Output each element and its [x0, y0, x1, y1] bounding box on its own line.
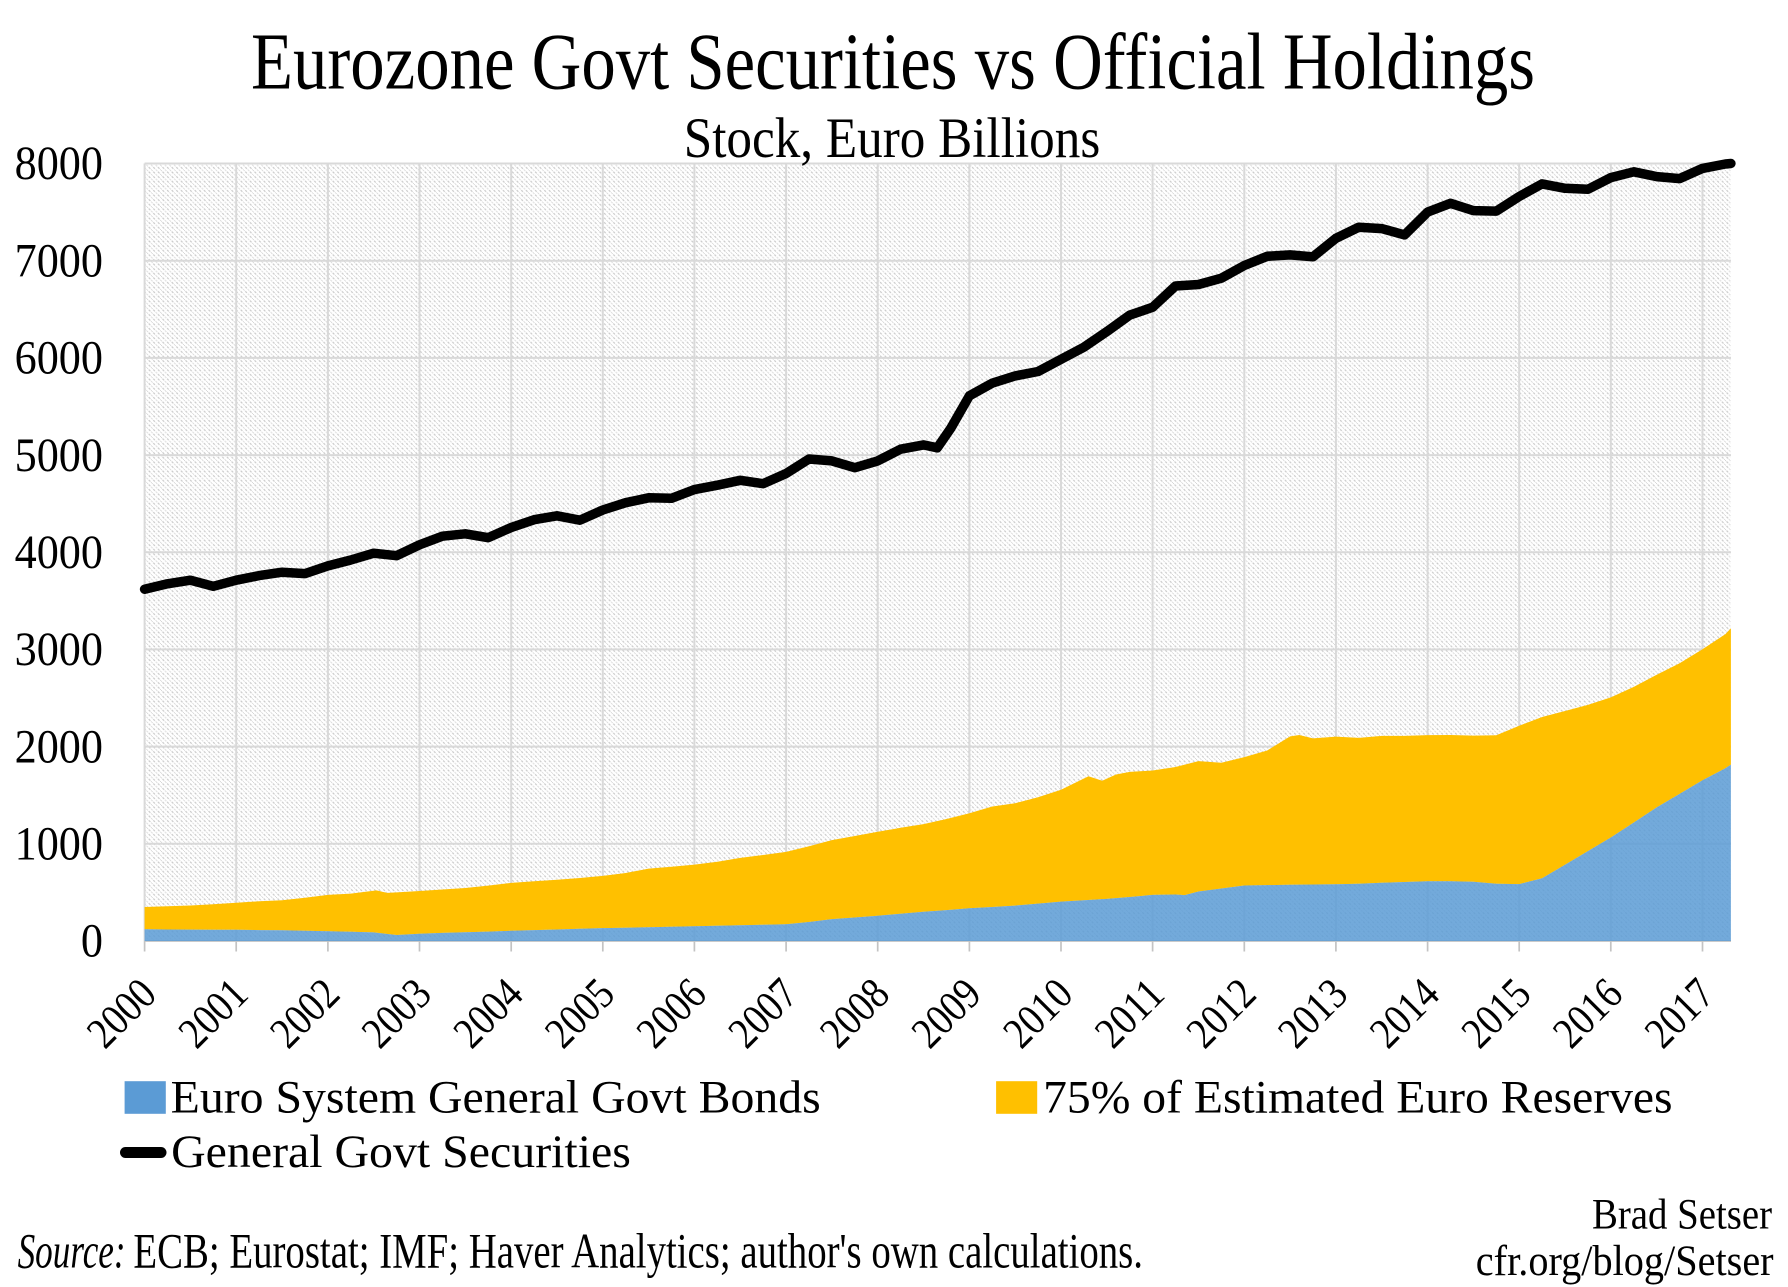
svg-text:Stock, Euro Billions: Stock, Euro Billions [684, 107, 1101, 170]
svg-text:Source:: Source: [18, 1223, 126, 1279]
svg-text:2000: 2000 [15, 720, 103, 773]
svg-text:4000: 4000 [15, 526, 103, 579]
svg-text:8000: 8000 [15, 137, 103, 190]
svg-text:7000: 7000 [15, 234, 103, 287]
svg-text:General Govt Securities: General Govt Securities [171, 1126, 631, 1178]
svg-text:Eurozone Govt Securities vs Of: Eurozone Govt Securities vs Official Hol… [251, 18, 1535, 106]
svg-text:75% of Estimated Euro Reserves: 75% of Estimated Euro Reserves [1043, 1072, 1672, 1124]
svg-text:Brad Setser: Brad Setser [1592, 1191, 1772, 1238]
svg-text:ECB; Eurostat; IMF; Haver Anal: ECB; Eurostat; IMF; Haver Analytics; aut… [133, 1223, 1143, 1279]
svg-text:Euro System General Govt Bonds: Euro System General Govt Bonds [171, 1072, 821, 1124]
svg-text:0: 0 [81, 915, 103, 968]
svg-text:3000: 3000 [15, 623, 103, 676]
svg-text:1000: 1000 [15, 818, 103, 871]
svg-text:cfr.org/blog/Setser: cfr.org/blog/Setser [1476, 1238, 1774, 1285]
svg-text:5000: 5000 [15, 429, 103, 482]
svg-text:6000: 6000 [15, 332, 103, 385]
